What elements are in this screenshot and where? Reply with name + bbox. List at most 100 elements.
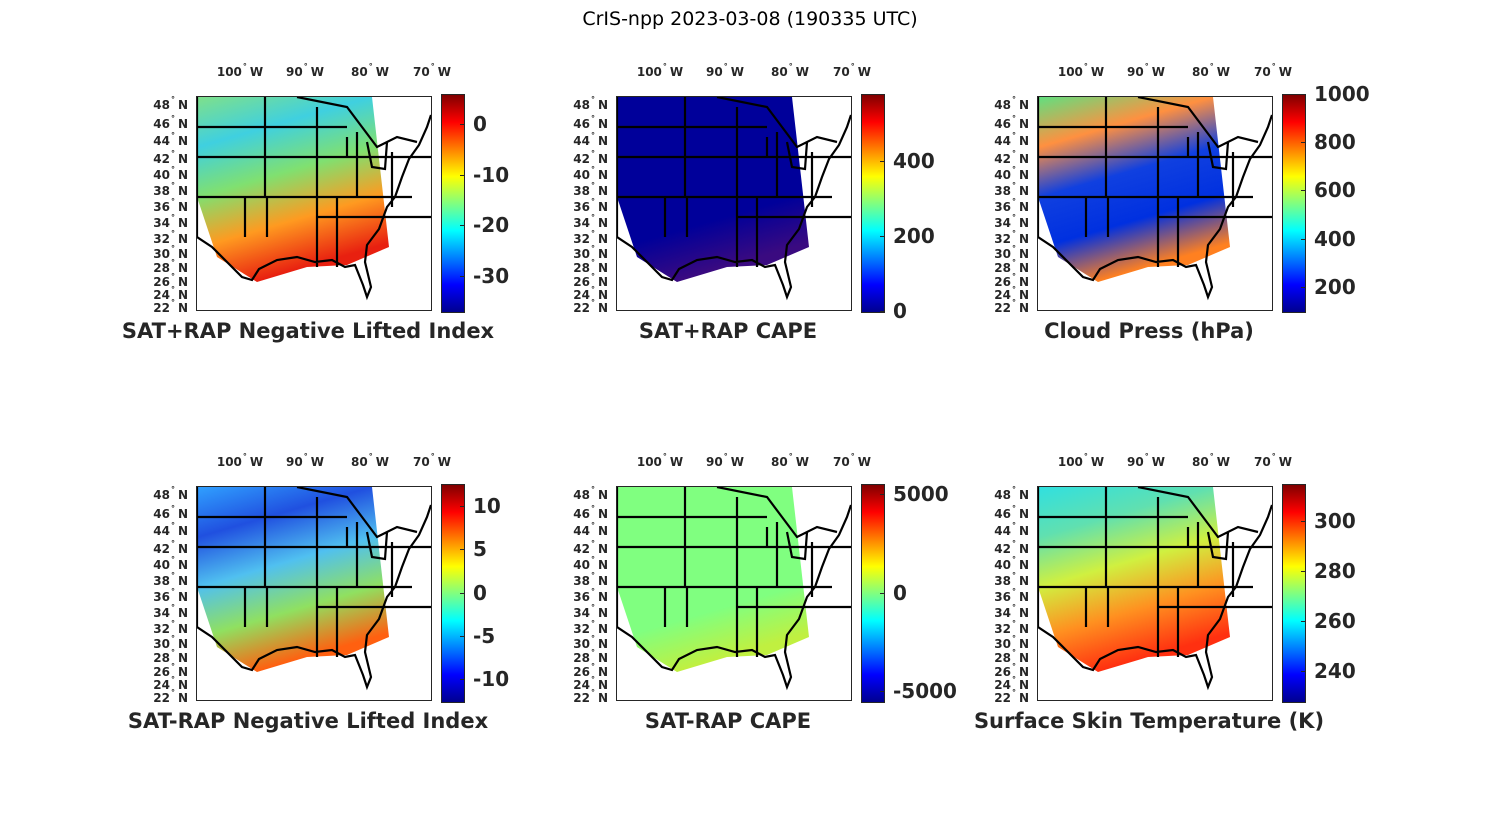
latitude-label: 26° N xyxy=(981,272,1029,289)
lon-suffix: W xyxy=(1090,65,1105,79)
lat-value: 40 xyxy=(153,558,170,572)
latitude-label: 44° N xyxy=(560,131,608,148)
lat-value: 22 xyxy=(994,301,1011,315)
lat-suffix: N xyxy=(1018,678,1029,692)
degree-symbol: ° xyxy=(1011,688,1016,697)
lon-suffix: W xyxy=(1278,65,1292,79)
degree-symbol: ° xyxy=(170,634,175,643)
map-svg xyxy=(615,485,857,691)
degree-symbol: ° xyxy=(242,62,247,71)
lat-suffix: N xyxy=(177,590,188,604)
lat-value: 32 xyxy=(573,622,590,636)
degree-symbol: ° xyxy=(1011,648,1016,657)
lat-value: 32 xyxy=(153,232,170,246)
latitude-label: 28° N xyxy=(140,258,188,275)
lat-value: 24 xyxy=(153,678,170,692)
degree-symbol: ° xyxy=(1209,452,1214,461)
lat-value: 40 xyxy=(994,168,1011,182)
lat-suffix: N xyxy=(1018,574,1029,588)
lat-value: 46 xyxy=(994,507,1011,521)
lat-value: 44 xyxy=(994,524,1011,538)
lat-suffix: N xyxy=(597,275,608,289)
map-axes xyxy=(615,95,857,311)
degree-symbol: ° xyxy=(1011,662,1016,671)
lon-suffix: W xyxy=(669,455,684,469)
lat-suffix: N xyxy=(177,558,188,572)
degree-symbol: ° xyxy=(170,114,175,123)
lat-value: 24 xyxy=(573,288,590,302)
lat-suffix: N xyxy=(177,488,188,502)
latitude-label: 24° N xyxy=(981,675,1029,692)
lat-suffix: N xyxy=(597,622,608,636)
latitude-label: 28° N xyxy=(140,648,188,665)
latitude-label: 24° N xyxy=(140,285,188,302)
degree-symbol: ° xyxy=(170,648,175,657)
longitude-label: 90° W xyxy=(1127,62,1165,79)
colorbar-tick-mark xyxy=(1301,571,1305,573)
latitude-label: 32° N xyxy=(140,619,188,636)
lat-value: 22 xyxy=(994,691,1011,705)
lon-value: 90 xyxy=(706,65,723,79)
degree-symbol: ° xyxy=(850,452,855,461)
degree-symbol: ° xyxy=(590,114,595,123)
lat-suffix: N xyxy=(597,117,608,131)
longitude-label: 90° W xyxy=(706,62,744,79)
lat-value: 36 xyxy=(994,200,1011,214)
degree-symbol: ° xyxy=(590,272,595,281)
degree-symbol: ° xyxy=(590,675,595,684)
degree-symbol: ° xyxy=(1011,229,1016,238)
colorbar xyxy=(861,94,885,313)
lon-value: 100 xyxy=(216,65,242,79)
lat-suffix: N xyxy=(177,216,188,230)
degree-symbol: ° xyxy=(590,539,595,548)
latitude-label: 22° N xyxy=(140,298,188,315)
latitude-label: 48° N xyxy=(560,485,608,502)
latitude-label: 22° N xyxy=(560,298,608,315)
lat-value: 28 xyxy=(153,261,170,275)
lat-value: 38 xyxy=(573,184,590,198)
lat-suffix: N xyxy=(177,261,188,275)
lon-value: 100 xyxy=(1057,455,1083,469)
latitude-label: 38° N xyxy=(140,571,188,588)
longitude-label: 100° W xyxy=(637,452,684,469)
panel-title: SAT-RAP Negative Lifted Index xyxy=(127,709,489,733)
degree-symbol: ° xyxy=(368,452,373,461)
lat-suffix: N xyxy=(597,651,608,665)
lon-suffix: W xyxy=(1090,455,1105,469)
degree-symbol: ° xyxy=(590,619,595,628)
colorbar-tick-label: 0 xyxy=(893,299,907,323)
panel-title: SAT-RAP CAPE xyxy=(644,709,812,733)
longitude-label: 80° W xyxy=(771,62,809,79)
lat-suffix: N xyxy=(177,678,188,692)
degree-symbol: ° xyxy=(723,62,728,71)
latitude-label: 32° N xyxy=(560,619,608,636)
lat-suffix: N xyxy=(1018,622,1029,636)
lat-suffix: N xyxy=(177,184,188,198)
state-boundaries xyxy=(195,485,437,691)
lat-suffix: N xyxy=(597,507,608,521)
lat-value: 32 xyxy=(153,622,170,636)
degree-symbol: ° xyxy=(170,149,175,158)
lon-suffix: W xyxy=(795,65,809,79)
degree-symbol: ° xyxy=(1011,634,1016,643)
degree-symbol: ° xyxy=(590,603,595,612)
lat-suffix: N xyxy=(1018,247,1029,261)
lat-value: 32 xyxy=(994,622,1011,636)
panel-title: SAT+RAP Negative Lifted Index xyxy=(121,319,495,343)
lat-value: 42 xyxy=(573,542,590,556)
degree-symbol: ° xyxy=(1011,285,1016,294)
colorbar-tick-mark xyxy=(460,225,464,227)
latitude-label: 44° N xyxy=(140,521,188,538)
degree-symbol: ° xyxy=(1011,675,1016,684)
lat-suffix: N xyxy=(1018,542,1029,556)
lat-value: 24 xyxy=(573,678,590,692)
latitude-label: 36° N xyxy=(560,587,608,604)
lat-value: 26 xyxy=(994,665,1011,679)
lat-value: 48 xyxy=(994,488,1011,502)
latitude-label: 40° N xyxy=(140,555,188,572)
degree-symbol: ° xyxy=(1011,504,1016,513)
lat-value: 26 xyxy=(153,275,170,289)
longitude-label: 70° W xyxy=(413,452,451,469)
lat-suffix: N xyxy=(597,558,608,572)
